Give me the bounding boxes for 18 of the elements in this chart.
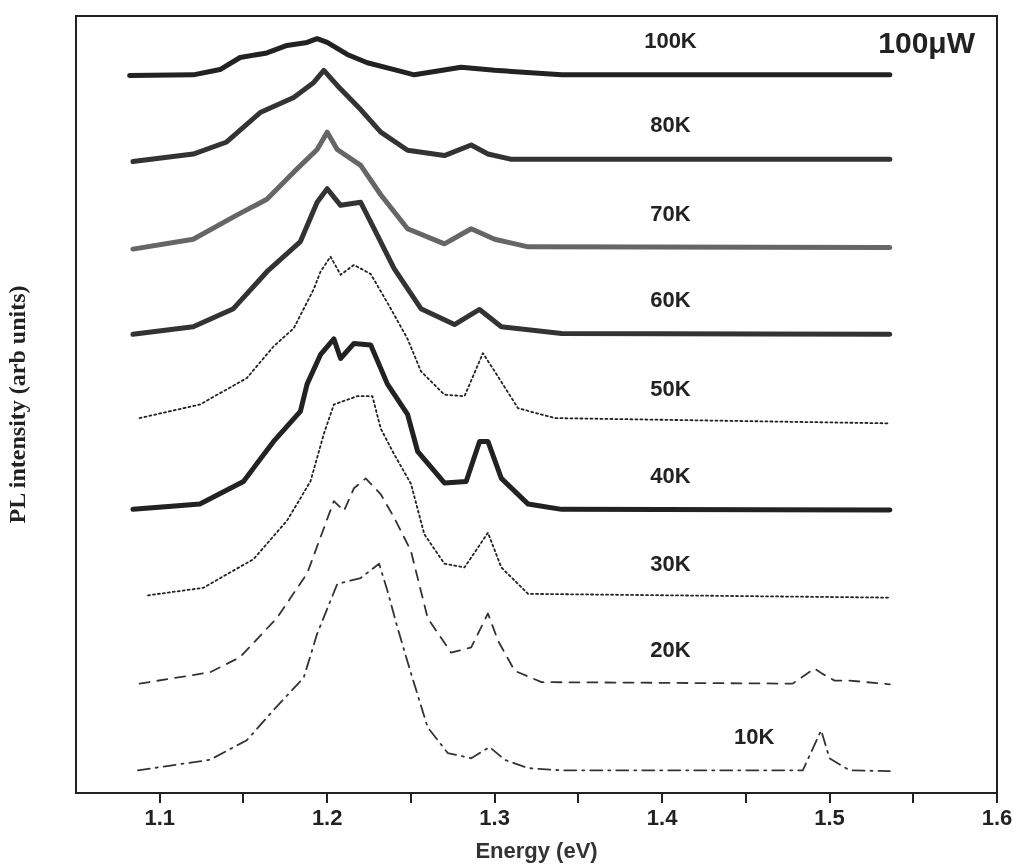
series-label: 50K bbox=[650, 376, 691, 402]
series-label: 40K bbox=[650, 463, 691, 489]
series-label: 100K bbox=[644, 27, 697, 53]
x-axis-title: Energy (eV) bbox=[475, 837, 598, 863]
x-tick-label: 1.6 bbox=[981, 805, 1013, 831]
x-tick-label: 1.4 bbox=[646, 805, 679, 831]
series-label: 70K bbox=[650, 200, 691, 226]
series-label: 80K bbox=[650, 112, 691, 138]
x-tick-label: 1.3 bbox=[479, 805, 510, 831]
series-label: 60K bbox=[650, 287, 691, 313]
x-tick-label: 1.1 bbox=[144, 805, 176, 831]
y-axis-title: PL intensity (arb units) bbox=[3, 285, 30, 524]
series-label: 30K bbox=[650, 550, 691, 576]
series-label: 10K bbox=[734, 724, 775, 750]
series-label: 20K bbox=[650, 637, 691, 663]
annotation: 100μW bbox=[878, 26, 976, 60]
x-tick-label: 1.5 bbox=[814, 805, 845, 831]
x-tick-label: 1.2 bbox=[311, 805, 343, 831]
